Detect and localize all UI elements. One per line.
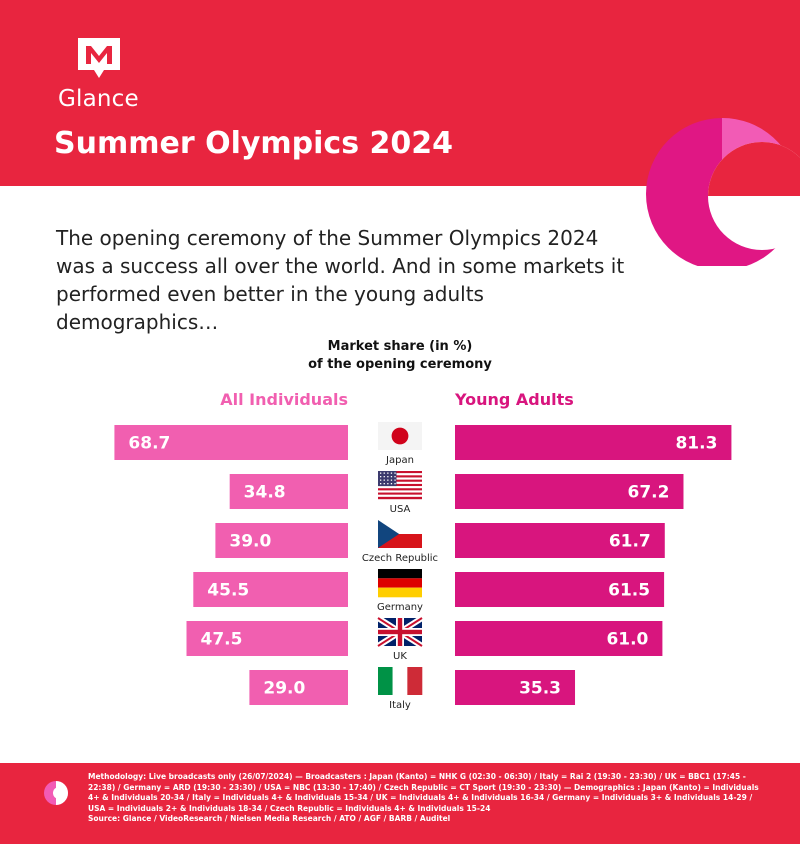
bar-young-adults-germany <box>455 572 665 607</box>
category-label-germany: Germany <box>377 602 423 613</box>
value-label-young-adults-japan: 81.3 <box>675 434 717 454</box>
bar-all-individuals-japan <box>114 425 348 460</box>
value-label-all-individuals-usa: 34.8 <box>244 483 286 503</box>
bar-all-individuals-italy <box>249 670 348 705</box>
methodology-text: Methodology: Live broadcasts only (26/07… <box>88 772 759 813</box>
decorative-circle-icon <box>44 781 68 805</box>
category-label-uk: UK <box>393 651 407 662</box>
glance-logo-icon <box>78 38 120 78</box>
category-label-italy: Italy <box>389 700 411 711</box>
czech-flag-icon <box>378 520 422 548</box>
value-label-all-individuals-czech-republic: 39.0 <box>229 532 271 552</box>
category-label-czech-republic: Czech Republic <box>362 553 438 564</box>
intro-text: The opening ceremony of the Summer Olymp… <box>56 226 625 334</box>
value-label-all-individuals-uk: 47.5 <box>201 630 243 650</box>
germany-flag-icon <box>378 569 422 598</box>
bar-all-individuals-germany <box>193 572 348 607</box>
bar-young-adults-italy <box>455 670 576 705</box>
japan-flag-icon <box>378 422 422 450</box>
footnote: Methodology: Live broadcasts only (26/07… <box>88 772 768 825</box>
legend-young-adults: Young Adults <box>455 390 574 409</box>
category-label-japan: Japan <box>385 455 414 466</box>
value-label-young-adults-uk: 61.0 <box>606 630 648 650</box>
value-label-all-individuals-germany: 45.5 <box>207 581 249 601</box>
bar-all-individuals-usa <box>229 474 348 509</box>
value-label-young-adults-czech-republic: 61.7 <box>609 532 651 552</box>
page-title: Summer Olympics 2024 <box>54 126 454 161</box>
bar-young-adults-japan <box>455 425 732 460</box>
chart-title-line-1: Market share (in %) <box>327 339 473 354</box>
chart-title: Market share (in %) of the opening cerem… <box>250 338 550 374</box>
value-label-all-individuals-japan: 68.7 <box>128 434 170 454</box>
value-label-young-adults-germany: 61.5 <box>608 581 650 601</box>
usa-flag-icon <box>378 471 422 500</box>
decorative-circles-icon <box>646 117 800 266</box>
butterfly-chart: 68.7 81.3 Japan 34.8 67.2 USA 39.0 61.7 Czech Re… <box>114 422 732 711</box>
value-label-all-individuals-italy: 29.0 <box>263 679 305 699</box>
legend-all-individuals: All Individuals <box>220 390 348 409</box>
bar-young-adults-uk <box>455 621 663 656</box>
bar-all-individuals-czech-republic <box>215 523 348 558</box>
source-text: Source: Glance / VideoResearch / Nielsen… <box>88 814 451 824</box>
brand-name: Glance <box>58 86 139 112</box>
footer-banner <box>0 763 800 844</box>
value-label-young-adults-usa: 67.2 <box>628 483 670 503</box>
category-label-usa: USA <box>390 504 411 515</box>
chart-title-line-2: of the opening ceremony <box>308 357 492 372</box>
bar-all-individuals-uk <box>186 621 348 656</box>
italy-flag-icon <box>378 667 423 695</box>
bar-young-adults-czech-republic <box>455 523 665 558</box>
bar-young-adults-usa <box>455 474 684 509</box>
value-label-young-adults-italy: 35.3 <box>519 679 561 699</box>
uk-flag-icon <box>376 615 424 649</box>
